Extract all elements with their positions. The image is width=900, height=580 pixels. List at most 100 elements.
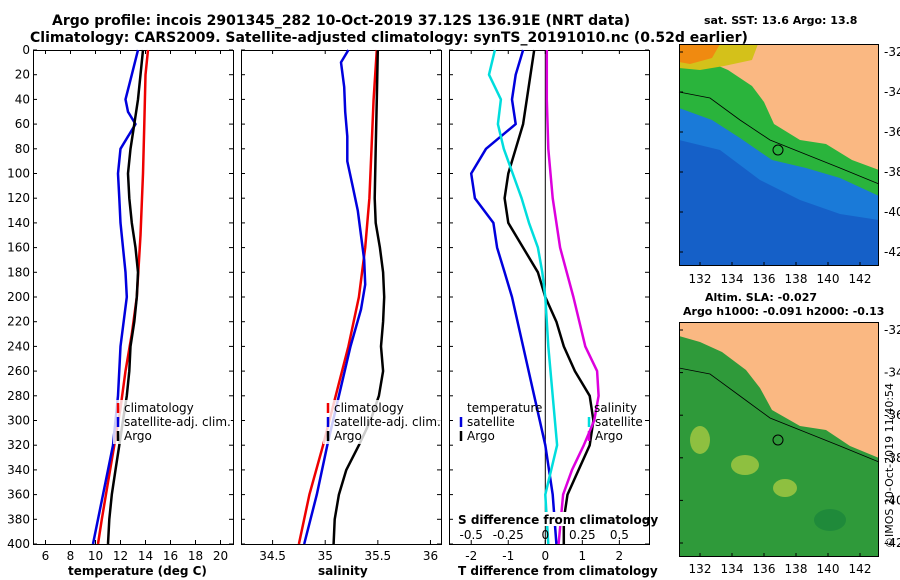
s-tick-label: -0.25	[493, 528, 524, 542]
sla-map-anomaly	[773, 479, 797, 497]
sla-map-ticks: -32 -34 -36 -38 -40 -42 132 134 136 138 140 142	[679, 323, 900, 576]
depth-tick-label: 320	[7, 438, 30, 452]
salinity-legend: climatology satellite-adj. clim. Argo	[323, 400, 441, 444]
lat-tick-label: -42	[884, 536, 900, 550]
lon-tick-label: 132	[689, 562, 712, 576]
sst-map-hot-patch	[679, 44, 720, 64]
series-line-climatology	[96, 49, 150, 545]
imos-credit: ©IMOS 20-Oct-2019 11:40:54	[883, 383, 896, 548]
difference-s-ticks: -0.5 -0.25 0 0.25 0.5	[460, 528, 629, 542]
x-tick-label: 10	[88, 549, 103, 563]
salinity-axes	[241, 50, 442, 545]
depth-tick-label: 380	[7, 512, 30, 526]
legend-label: satellite-adj. clim.	[334, 415, 441, 429]
s-tick-label: 0.5	[610, 528, 629, 542]
sla-map-anomaly	[731, 455, 759, 475]
sla-map-isobath	[678, 367, 880, 463]
lon-tick-label: 138	[785, 272, 808, 286]
depth-tick-label: 200	[7, 290, 30, 304]
s-tick-label: 0.25	[569, 528, 596, 542]
sst-map-shelf	[679, 52, 879, 196]
sst-map-isobath	[678, 91, 880, 185]
series-line-argo	[106, 49, 145, 545]
depth-tick-label: 360	[7, 488, 30, 502]
lat-tick-label: -38	[884, 451, 900, 465]
series-line-s-argo	[545, 50, 600, 545]
sla-map-anomaly	[814, 509, 846, 531]
depth-tick-label: 20	[15, 68, 30, 82]
depth-tick-label: 260	[7, 364, 30, 378]
sst-map-title: sat. SST: 13.6 Argo: 13.8	[704, 14, 857, 27]
lon-tick-label: 142	[849, 562, 872, 576]
temperature-x-ticks: 6 8 10 12 14 16 18 20	[42, 50, 228, 563]
depth-tick-label: 60	[15, 117, 30, 131]
lat-tick-label: -34	[884, 85, 900, 99]
sst-argo-marker	[772, 144, 784, 156]
sla-map-title-1: Altim. SLA: -0.027	[705, 291, 817, 304]
sst-map	[678, 44, 880, 266]
legend-label: satellite	[467, 415, 515, 429]
lat-tick-label: -32	[884, 323, 900, 337]
x-tick-label: 16	[163, 549, 178, 563]
lon-tick-label: 136	[753, 272, 776, 286]
temperature-xlabel: temperature (deg C)	[68, 564, 207, 578]
x-tick-label: -1	[502, 549, 514, 563]
depth-tick-label: 160	[7, 241, 30, 255]
depth-tick-label: 340	[7, 463, 30, 477]
lon-tick-label: 140	[817, 272, 840, 286]
sla-map-frame	[679, 322, 879, 557]
temperature-legend-bg	[113, 400, 231, 444]
title-line-2: Climatology: CARS2009. Satellite-adjuste…	[30, 30, 748, 46]
s-label-background	[455, 512, 635, 526]
x-tick-label: 2	[616, 549, 624, 563]
lat-tick-label: -32	[884, 45, 900, 59]
sst-map-deep-patch	[679, 140, 879, 266]
sla-map	[678, 322, 880, 557]
series-line-t-satellite	[469, 49, 558, 545]
depth-tick-label: 400	[7, 537, 30, 551]
legend-label: climatology	[334, 401, 404, 415]
lon-tick-label: 140	[817, 562, 840, 576]
x-tick-label: 18	[188, 549, 203, 563]
x-tick-label: 8	[67, 549, 75, 563]
legend-label: satellite-adj. clim.	[124, 415, 231, 429]
depth-tick-label: 40	[15, 92, 30, 106]
sla-map-title-2: Argo h1000: -0.091 h2000: -0.13	[683, 305, 884, 318]
x-tick-label: 14	[138, 549, 153, 563]
lon-tick-label: 142	[849, 272, 872, 286]
x-tick-label: -2	[465, 549, 477, 563]
legend-label: Argo	[334, 429, 362, 443]
series-line-climatology	[297, 49, 379, 545]
sla-argo-marker	[772, 434, 784, 446]
lon-tick-label: 136	[753, 562, 776, 576]
legend-title-salinity: salinity	[594, 401, 637, 415]
series-line-satellite-adj-clim-	[302, 49, 367, 545]
depth-tick-label: 80	[15, 142, 30, 156]
x-tick-label: 0	[541, 549, 549, 563]
depth-tick-label: 280	[7, 389, 30, 403]
legend-label: satellite	[595, 415, 643, 429]
salinity-x-ticks: 34.5 35 35.5 36	[259, 50, 438, 563]
lat-tick-label: -34	[884, 366, 900, 380]
depth-tick-label: 240	[7, 339, 30, 353]
temperature-legend: climatology satellite-adj. clim. Argo	[113, 400, 231, 444]
sla-map-anomaly	[690, 426, 710, 454]
depth-tick-label: 0	[22, 43, 30, 57]
salinity-xlabel: salinity	[318, 564, 368, 578]
salinity-legend-bg	[323, 400, 441, 444]
lon-tick-label: 134	[721, 272, 744, 286]
sla-map-ocean	[679, 336, 879, 557]
legend-label: Argo	[124, 429, 152, 443]
depth-tick-label: 140	[7, 216, 30, 230]
difference-xlabel-top: S difference from climatology	[458, 513, 658, 527]
x-tick-label: 34.5	[259, 549, 286, 563]
x-tick-label: 1	[579, 549, 587, 563]
lat-tick-label: -42	[884, 245, 900, 259]
difference-xlabel: T difference from climatology	[458, 564, 658, 578]
panels-frames	[33, 50, 650, 545]
legend-label: climatology	[124, 401, 194, 415]
lat-tick-label: -40	[884, 493, 900, 507]
x-tick-label: 20	[213, 549, 228, 563]
lon-tick-label: 134	[721, 562, 744, 576]
